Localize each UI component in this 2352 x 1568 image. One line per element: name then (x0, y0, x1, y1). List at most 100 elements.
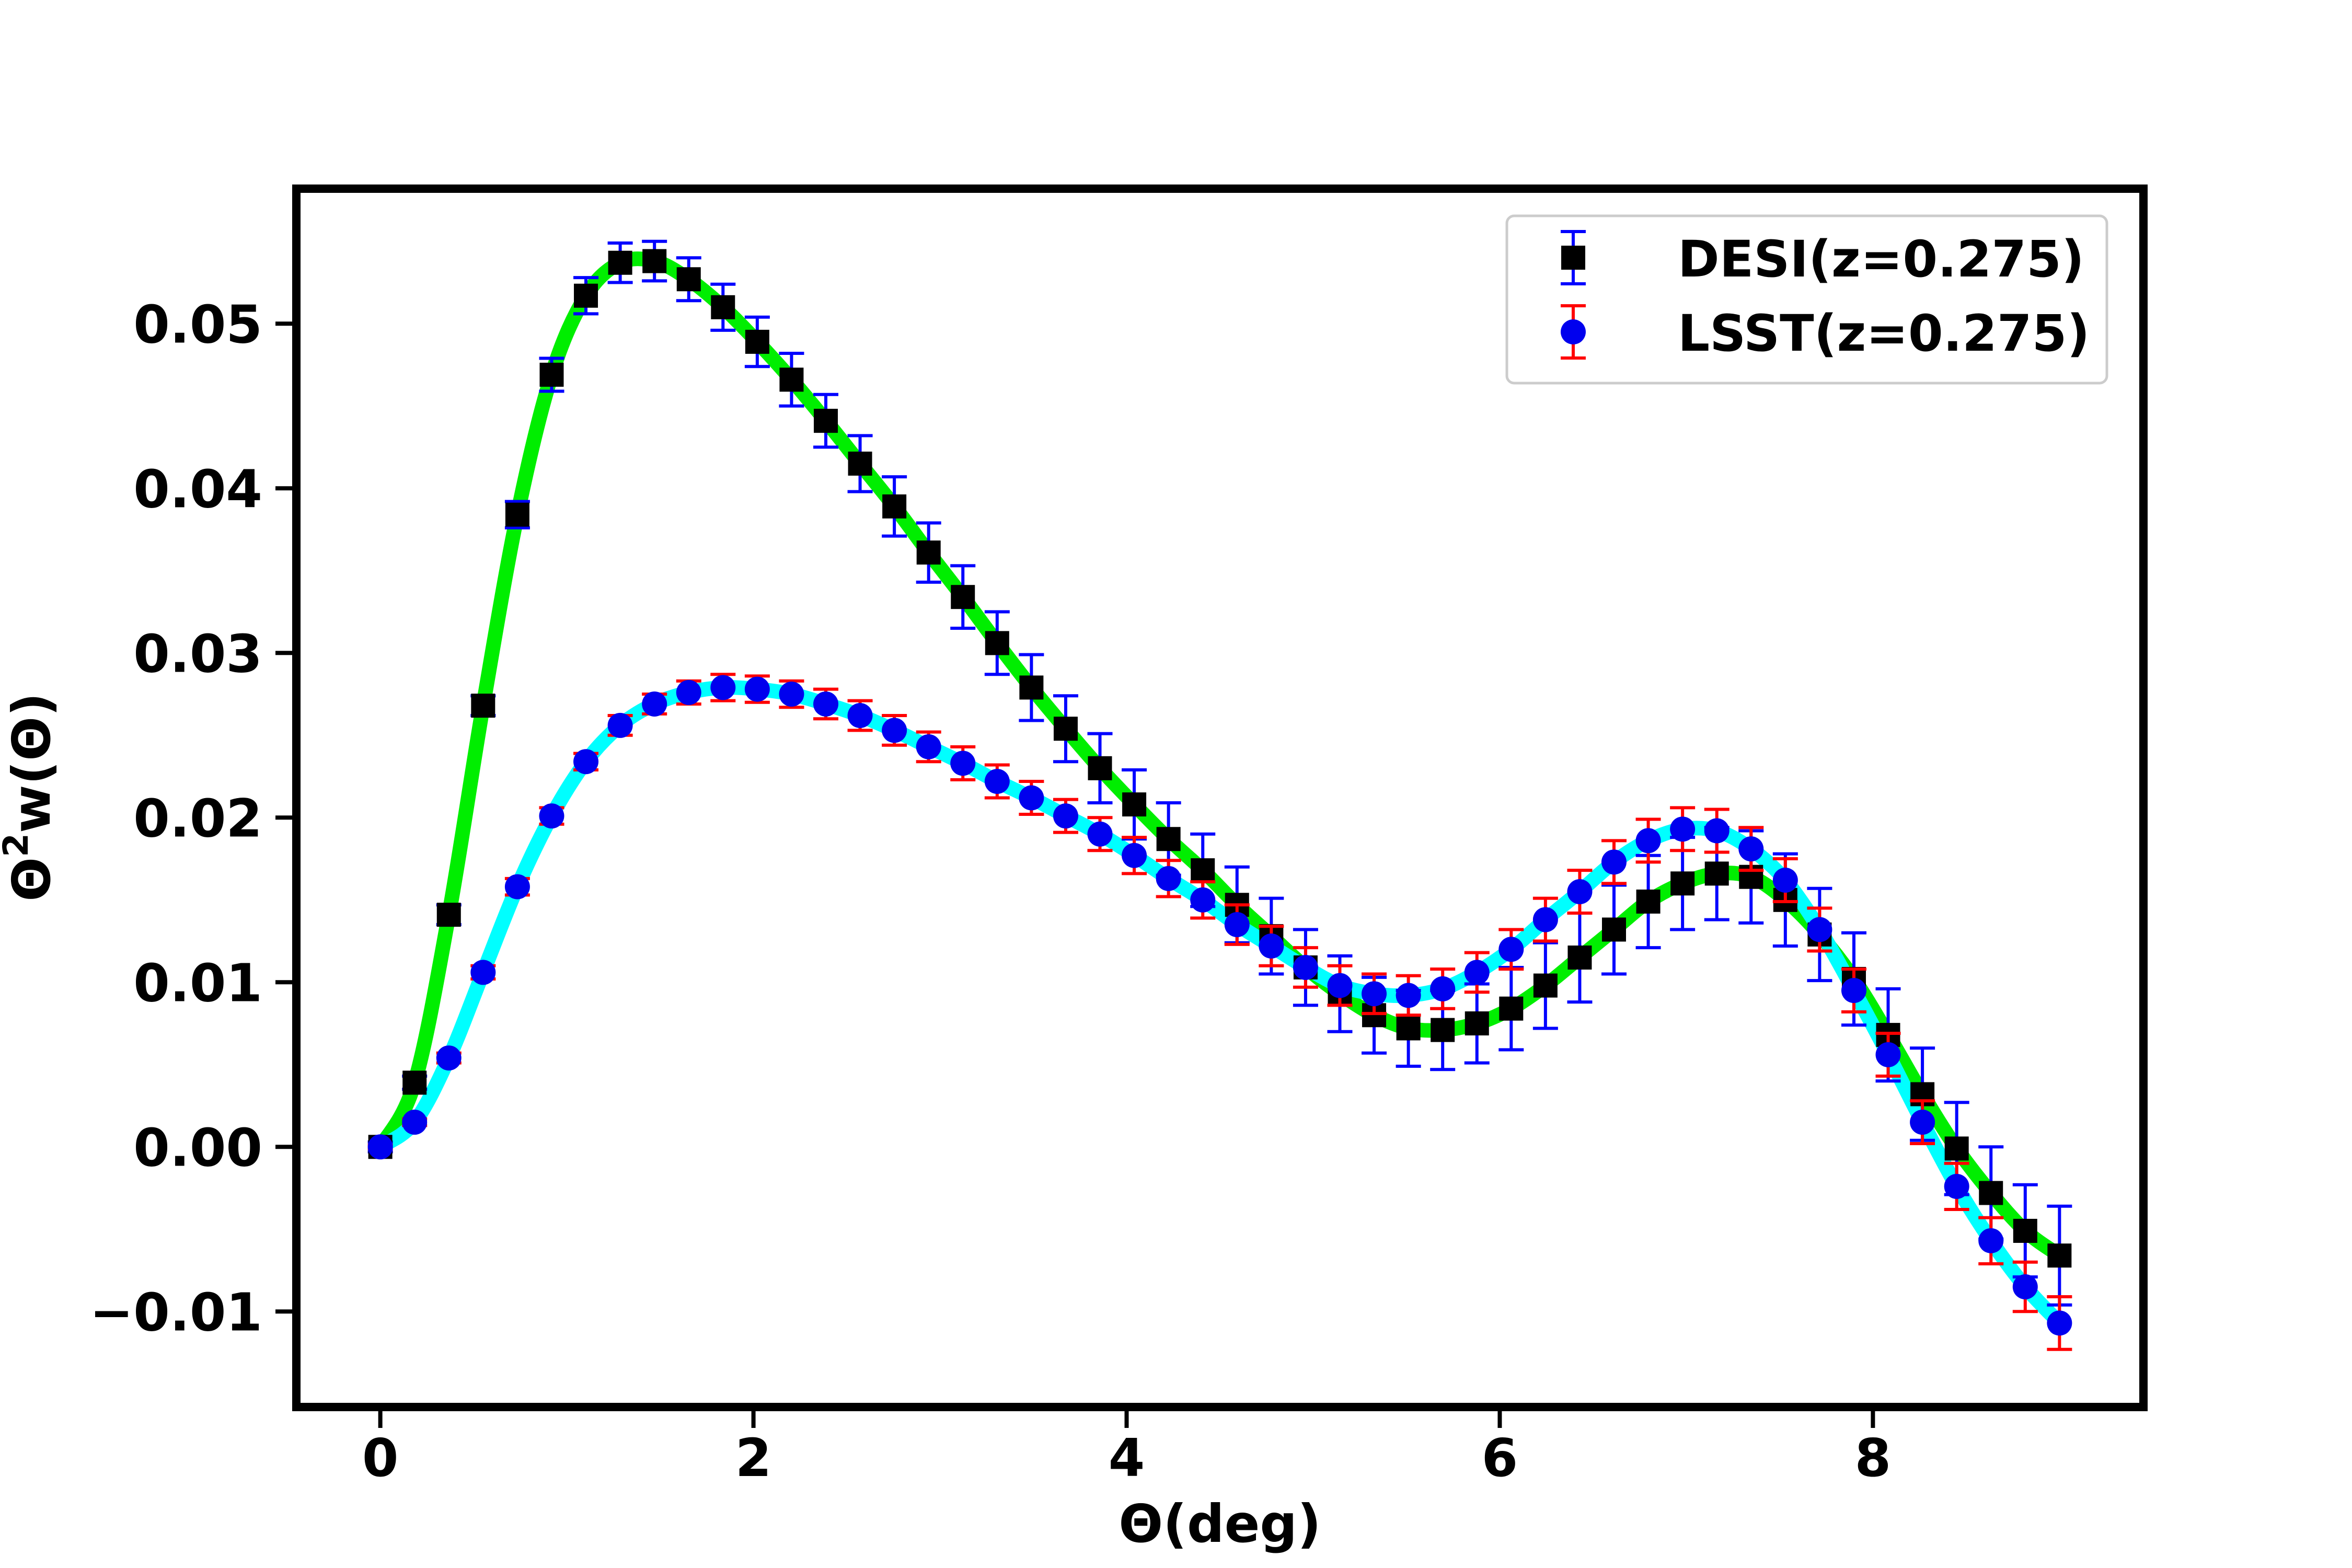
data-point (1190, 887, 1216, 913)
plot-frame (292, 185, 2148, 1411)
data-point (642, 691, 667, 717)
data-point (539, 803, 564, 829)
data-point (2013, 1218, 2037, 1243)
legend-entry-1: LSST(z=0.275) (1561, 304, 2090, 363)
data-point (367, 1134, 393, 1160)
legend-entry-0: DESI(z=0.275) (1561, 230, 2084, 289)
data-point (1944, 1173, 1969, 1199)
data-point (1087, 821, 1113, 847)
legend-entries: DESI(z=0.275) LSST(z=0.275) (1561, 230, 2090, 363)
legend: DESI(z=0.275) LSST(z=0.275) (1505, 214, 2108, 385)
data-point (471, 694, 495, 718)
data-point (1431, 1018, 1455, 1042)
data-point (1122, 843, 1147, 868)
data-point (745, 329, 769, 354)
data-point (1601, 917, 1626, 942)
data-point (2047, 1243, 2072, 1268)
data-point (505, 502, 529, 527)
x-tick-label: 2 (735, 1427, 772, 1489)
data-point (1533, 973, 1558, 998)
data-point (1396, 1016, 1421, 1041)
data-point (1532, 907, 1558, 932)
data-point (882, 718, 907, 743)
y-axis-label: Θ2w(Θ) (0, 693, 62, 902)
y-tick-label: 0.05 (133, 294, 262, 355)
data-point (1875, 1042, 1901, 1067)
x-tick-label: 6 (1482, 1427, 1518, 1489)
data-point (744, 676, 770, 702)
x-tick-label: 8 (1855, 1427, 1892, 1489)
data-point (1978, 1228, 2004, 1253)
data-point (1019, 785, 1044, 811)
data-point (1499, 996, 1524, 1021)
legend-marker (1561, 319, 1586, 344)
data-point (1053, 717, 1078, 741)
data-point (1053, 803, 1078, 829)
data-point (814, 409, 838, 433)
data-point (1498, 937, 1524, 962)
data-point (402, 1070, 427, 1095)
data-point (1670, 871, 1695, 896)
data-point (574, 283, 598, 308)
data-point (1704, 861, 1729, 886)
ticks-layer: 0 2 4 6 8 −0.01 0.00 0.01 0.02 0.03 0.04 0.05 (89, 294, 1891, 1489)
legend-label: LSST(z=0.275) (1678, 304, 2090, 363)
data-point (779, 367, 804, 392)
data-point (916, 540, 941, 565)
y-axis-label-theta: Θ (1, 857, 62, 902)
data-point (1910, 1110, 1935, 1135)
data-point (1293, 954, 1318, 980)
data-point (1601, 849, 1627, 875)
data-point (1704, 818, 1730, 844)
data-point (676, 679, 701, 705)
data-point (916, 734, 941, 759)
data-point (1567, 879, 1593, 905)
data-point (2012, 1274, 2038, 1300)
y-tick-label: 0.02 (133, 788, 262, 849)
data-point (1156, 866, 1181, 891)
data-point (984, 769, 1010, 794)
data-point (1944, 1136, 1969, 1161)
data-point (1807, 917, 1832, 942)
y-tick-label: −0.01 (89, 1282, 262, 1343)
data-point (882, 494, 907, 518)
data-point (573, 749, 599, 775)
data-point (642, 249, 667, 273)
data-point (847, 703, 873, 728)
data-point (676, 267, 701, 292)
data-point (1122, 792, 1147, 817)
data-point (779, 682, 804, 707)
data-point (402, 1110, 428, 1135)
data-point (1430, 976, 1456, 1001)
data-point (710, 675, 736, 700)
data-point (1738, 836, 1764, 862)
y-axis-label-function: w(Θ) (1, 693, 62, 833)
data-point (1327, 973, 1353, 998)
data-point (985, 631, 1009, 655)
legend-label: DESI(z=0.275) (1678, 230, 2084, 289)
data-point (1362, 981, 1387, 1007)
data-point (813, 691, 839, 717)
y-axis-label-superscript: 2 (0, 833, 36, 857)
data-point (1464, 960, 1490, 985)
data-point (1567, 946, 1592, 970)
data-point (848, 452, 872, 476)
data-point (436, 903, 461, 927)
data-point (1636, 889, 1661, 914)
y-tick-label: 0.00 (133, 1117, 262, 1178)
series-layer (367, 239, 2072, 1351)
data-point (1156, 827, 1181, 851)
data-point (607, 712, 633, 738)
data-point (1841, 978, 1866, 1004)
x-axis-label: Θ(deg) (1119, 1493, 1321, 1554)
data-point (504, 874, 530, 900)
legend-marker (1561, 246, 1585, 270)
data-point (950, 751, 976, 776)
data-point (1396, 983, 1421, 1008)
data-point (1088, 756, 1112, 780)
data-point (1259, 933, 1284, 959)
y-tick-label: 0.01 (133, 952, 262, 1013)
x-tick-label: 4 (1109, 1427, 1145, 1489)
data-point (1635, 828, 1661, 854)
